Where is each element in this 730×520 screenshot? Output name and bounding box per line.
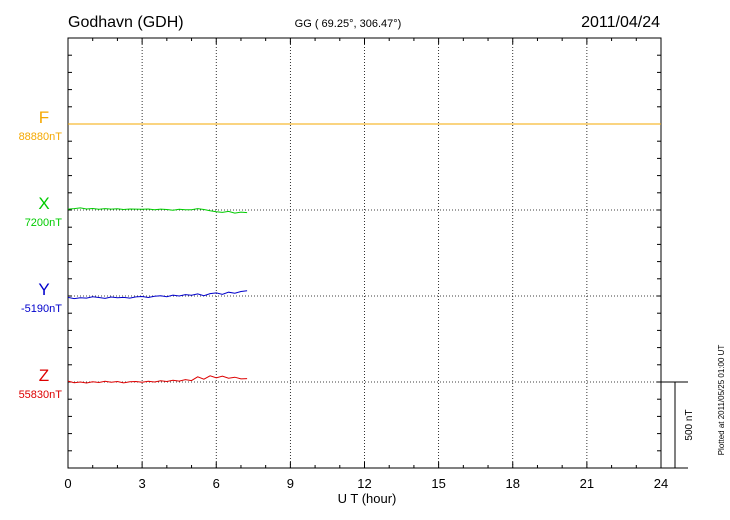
series-group: [67, 123, 661, 384]
series-y-name: Y: [38, 280, 49, 299]
series-labels: F 88880nT X 7200nT Y -5190nT Z 55830nT: [19, 108, 63, 401]
plotted-at-note: Plotted at 2011/05/25 01:00 UT: [717, 345, 726, 456]
grid: [68, 38, 661, 468]
plot-date: 2011/04/24: [581, 14, 660, 31]
station-coords: GG ( 69.25°, 306.47°): [295, 18, 402, 30]
series-z-line: [67, 375, 248, 384]
x-tick-labels: 0 3 6 9 12 15 18 21 24: [64, 38, 668, 491]
series-f-baseline: 88880nT: [19, 131, 63, 143]
x-tick-label: 12: [357, 476, 371, 491]
x-tick-label: 15: [431, 476, 445, 491]
x-axis-label: U T (hour): [338, 491, 397, 506]
scale-bar-label: 500 nT: [684, 409, 695, 440]
series-y-baseline: -5190nT: [21, 303, 62, 315]
plot-frame: [67, 37, 662, 469]
x-tick-label: 9: [287, 476, 294, 491]
x-tick-label: 18: [506, 476, 520, 491]
x-tick-label: 21: [580, 476, 594, 491]
station-title: Godhavn (GDH): [68, 14, 184, 31]
series-x-name: X: [38, 194, 49, 213]
x-tick-label: 3: [139, 476, 146, 491]
series-x-line: [67, 207, 248, 214]
series-f-name: F: [39, 108, 49, 127]
series-y-line: [67, 290, 248, 300]
series-z-name: Z: [39, 366, 49, 385]
scale-bar: 500 nT: [661, 381, 695, 469]
left-ticks: [68, 37, 661, 469]
series-x-baseline: 7200nT: [25, 217, 63, 229]
x-tick-label: 6: [213, 476, 220, 491]
x-tick-label: 0: [64, 476, 71, 491]
series-z-baseline: 55830nT: [19, 389, 63, 401]
x-tick-label: 24: [654, 476, 668, 491]
